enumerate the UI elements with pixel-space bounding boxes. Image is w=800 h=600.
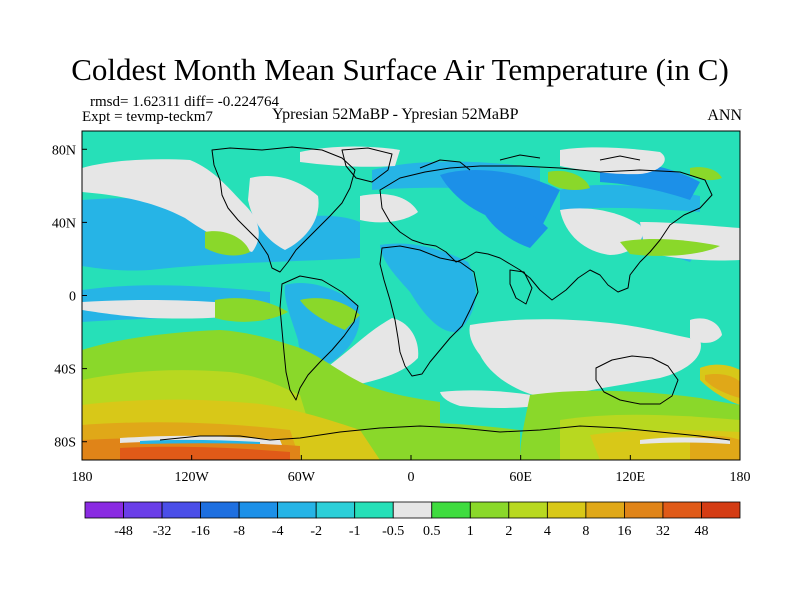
africa-outline: [379, 245, 479, 377]
colorbar-label: 0.5: [423, 524, 441, 539]
colorbar-label: -1: [349, 524, 361, 539]
eurasia-outline: [379, 165, 713, 301]
colorbar-label: 48: [694, 524, 708, 539]
lat-tick-label: 80S: [54, 436, 76, 451]
antarctica-outline: [159, 425, 731, 441]
lon-tick-label: 0: [408, 470, 415, 485]
stats-line: rmsd= 1.62311 diff= -0.224764: [90, 94, 279, 110]
colorbar-label: -8: [233, 524, 245, 539]
colorbar-label: -2: [310, 524, 322, 539]
colorbar-swatch: [469, 501, 510, 519]
colorbar-swatch: [431, 501, 471, 519]
greenland-outline: [341, 147, 393, 183]
colorbar-label: -16: [191, 524, 210, 539]
antarctic-coast-bands: [120, 435, 730, 445]
colorbar-label: 2: [505, 524, 512, 539]
experiment-title: Ypresian 52MaBP - Ypresian 52MaBP: [272, 106, 519, 123]
colorbar-swatch: [546, 501, 587, 519]
lat-tick-label: 40S: [54, 363, 76, 378]
lon-tick-label: 60E: [509, 470, 532, 485]
colorbar-swatch: [354, 501, 394, 519]
lon-tick-label: 180: [72, 470, 93, 485]
colorbar-swatch: [238, 501, 279, 519]
colorbar-swatch: [277, 501, 317, 519]
colorbar-swatch: [585, 501, 625, 519]
map-panel: 180 120W 60W 0 60E 120E 180 80N 40N 0 40S 80S: [52, 130, 751, 485]
colorbar-label: -48: [114, 524, 133, 539]
india-outline: [509, 269, 533, 305]
south-america-outline: [279, 275, 359, 401]
period-label: ANN: [707, 107, 742, 124]
colorbar-swatch: [508, 501, 548, 519]
lon-tick-label: 120W: [175, 470, 210, 485]
colorbar: -48 -32 -16 -8 -4 -2 -1 -0.5 0.5 1 2 4 8 16 32 48: [84, 501, 741, 539]
colorbar-label: 4: [544, 524, 551, 539]
colorbar-swatch: [315, 501, 356, 519]
colorbar-swatch: [200, 501, 240, 519]
colorbar-label: -0.5: [382, 524, 404, 539]
colorbar-label: 16: [617, 524, 631, 539]
arctic-islands-outline: [419, 154, 641, 171]
lat-tick-group: 80N 40N 0 40S 80S: [52, 143, 87, 451]
lon-tick-label: 120E: [616, 470, 646, 485]
colorbar-swatch: [84, 501, 124, 519]
lat-tick-label: 40N: [52, 216, 76, 231]
colorbar-swatch: [662, 501, 702, 519]
colorbar-swatch: [624, 501, 664, 519]
colorbar-swatch: [161, 501, 201, 519]
colorbar-swatch: [701, 501, 741, 519]
australia-outline: [595, 355, 679, 405]
colorbar-label: 32: [656, 524, 670, 539]
north-america-outline: [211, 146, 356, 273]
lon-tick-label: 60W: [288, 470, 316, 485]
colorbar-label: 1: [467, 524, 474, 539]
colorbar-swatch: [392, 501, 433, 519]
colorbar-label: 8: [582, 524, 589, 539]
lon-tick-group: 180 120W 60W 0 60E 120E 180: [72, 455, 751, 485]
experiment-line: Expt = tevmp-teckm7: [82, 109, 213, 125]
colorbar-label: -32: [153, 524, 172, 539]
coastlines: [159, 146, 731, 441]
colorbar-label: -4: [272, 524, 284, 539]
lat-tick-label: 0: [69, 290, 76, 305]
lon-tick-label: 180: [730, 470, 751, 485]
lat-tick-label: 80N: [52, 143, 76, 158]
colorbar-swatch: [123, 501, 163, 519]
chart-title: Coldest Month Mean Surface Air Temperatu…: [71, 52, 729, 87]
